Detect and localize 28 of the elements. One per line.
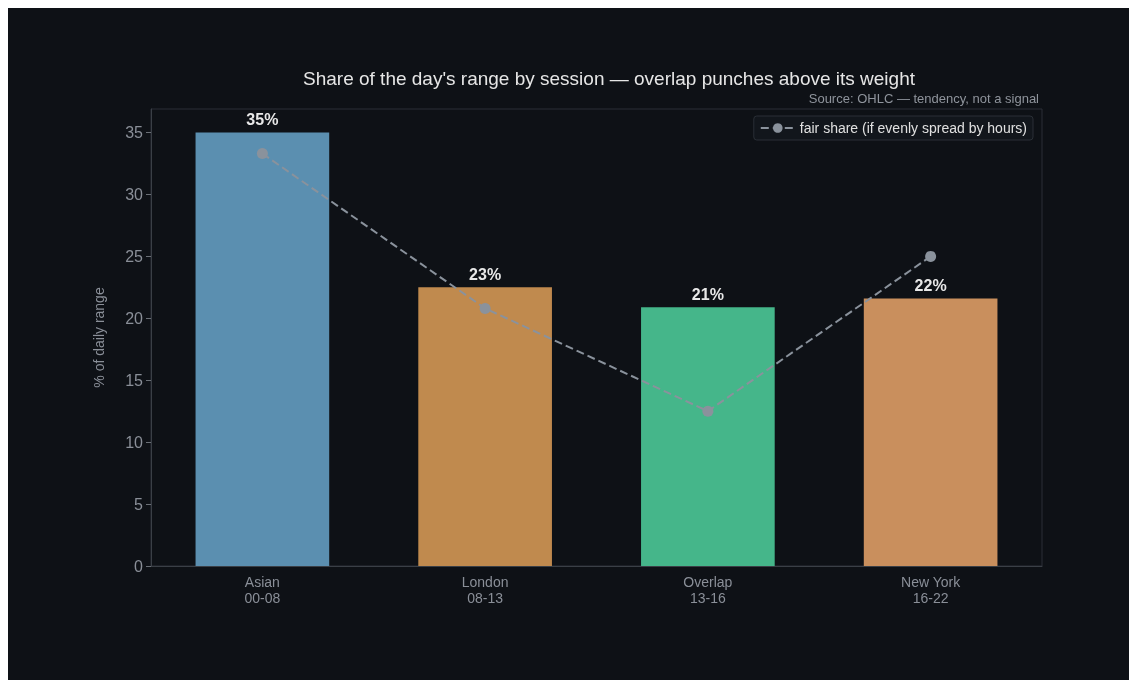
data-label: 35% <box>246 111 279 129</box>
y-tick-label: 35 <box>125 124 144 142</box>
y-tick-label: 10 <box>125 433 144 451</box>
data-label: 23% <box>469 265 502 283</box>
data-label: 21% <box>691 285 724 303</box>
point <box>702 405 714 417</box>
point <box>925 250 937 262</box>
x-tick-label: London 08-13 <box>461 574 509 606</box>
y-tick-label: 0 <box>134 557 144 575</box>
y-tick-label: 5 <box>134 495 144 513</box>
chart-title: Share of the day's range by session — overlap punches above its weight <box>303 68 916 89</box>
y-tick-label: 25 <box>125 247 144 265</box>
bar <box>195 132 330 566</box>
y-axis-title: % of daily range <box>91 287 107 388</box>
x-tick-label: New York 16-22 <box>901 574 962 606</box>
legend-label: fair share (if evenly spread by hours) <box>799 120 1028 136</box>
bar <box>641 307 775 566</box>
point <box>479 302 491 314</box>
y-tick-label: 20 <box>125 309 144 327</box>
y-tick-label: 15 <box>125 371 144 389</box>
y-tick-label: 30 <box>125 185 144 203</box>
point <box>256 148 268 160</box>
data-label: 22% <box>914 276 947 294</box>
bar <box>863 298 998 566</box>
bar <box>418 287 552 566</box>
x-tick-label: Asian 00-08 <box>244 574 281 606</box>
source-note: Source: OHLC — tendency, not a signal <box>808 91 1040 106</box>
x-tick-label: Overlap 13-16 <box>683 574 733 606</box>
